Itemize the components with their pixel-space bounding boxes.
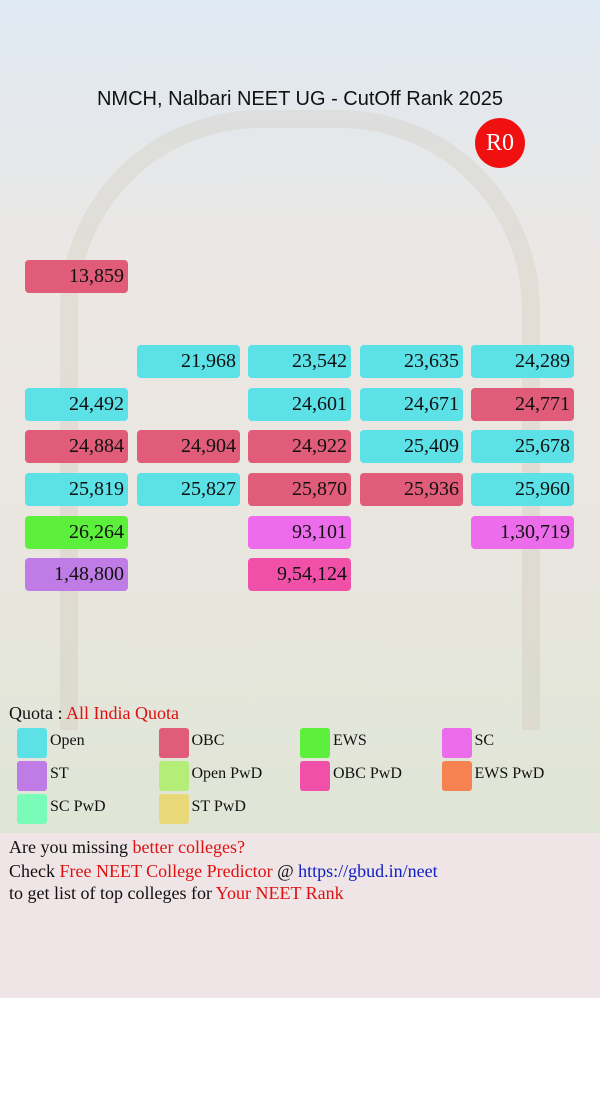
- rank-cell: 24,904: [137, 430, 240, 463]
- rank-cell: 25,936: [360, 473, 463, 506]
- legend-swatch: [17, 794, 47, 824]
- legend-swatch: [158, 794, 189, 824]
- highlight: better colleges?: [132, 837, 245, 857]
- link[interactable]: https://gbud.in/neet: [298, 861, 438, 881]
- legend-label: Open: [50, 732, 85, 749]
- legend-label: EWS: [333, 732, 367, 749]
- legend-swatch: [441, 761, 472, 791]
- rank-cell: 24,771: [471, 388, 574, 421]
- text: Are you missing: [9, 837, 133, 857]
- legend-swatch: [300, 761, 330, 791]
- rank-cell: 24,884: [25, 430, 128, 463]
- legend-swatch: [17, 728, 47, 758]
- legend-label: ST: [50, 765, 69, 782]
- legend-label: OBC: [191, 732, 225, 749]
- rank-cell: 23,542: [248, 345, 351, 378]
- legend-label: SC: [474, 732, 495, 749]
- rank-cell: 25,960: [471, 473, 574, 506]
- rank-cell: 25,819: [25, 473, 128, 506]
- text: Check: [9, 861, 60, 881]
- rank-cell: 24,671: [360, 388, 463, 421]
- legend-swatch: [300, 728, 330, 758]
- legend-label: Open PwD: [191, 765, 263, 782]
- legend-label: ST PwD: [191, 798, 246, 815]
- link[interactable]: Free NEET College Predictor: [59, 861, 273, 881]
- title: NMCH, Nalbari NEET UG - CutOff Rank 2025: [96, 88, 504, 110]
- rank-cell: 24,289: [471, 345, 574, 378]
- text: @: [272, 861, 299, 881]
- rank-cell: 24,922: [248, 430, 351, 463]
- rank-cell: 1,30,719: [471, 516, 574, 549]
- promo-line: Check Free NEET College Predictor @ http…: [9, 861, 438, 882]
- quota-value: All India Quota: [66, 703, 179, 723]
- rank-cell: 25,409: [360, 430, 463, 463]
- rank-cell: 23,635: [360, 345, 463, 378]
- rank-cell: 25,678: [471, 430, 574, 463]
- rank-cell: 9,54,124: [248, 558, 351, 591]
- rank-cell: 24,492: [25, 388, 128, 421]
- rank-cell: 25,870: [248, 473, 351, 506]
- legend-swatch: [158, 728, 189, 758]
- rank-cell: 26,264: [25, 516, 128, 549]
- quota-line: Quota : All India Quota: [9, 703, 179, 724]
- rank-cell: 1,48,800: [25, 558, 128, 591]
- legend-swatch: [441, 728, 472, 758]
- quota-label: Quota :: [9, 703, 66, 723]
- legend-label: OBC PwD: [333, 765, 402, 782]
- legend-label: EWS PwD: [474, 765, 545, 782]
- rank-cell: 24,601: [248, 388, 351, 421]
- promo-panel: [0, 833, 600, 998]
- promo-line: to get list of top colleges for Your NEE…: [9, 883, 344, 904]
- rank-cell: 21,968: [137, 345, 240, 378]
- legend-label: SC PwD: [50, 798, 106, 815]
- text: to get list of top colleges for: [9, 883, 216, 903]
- highlight: Your NEET Rank: [215, 883, 344, 903]
- rank-cell: 93,101: [248, 516, 351, 549]
- rank-cell: 25,827: [137, 473, 240, 506]
- promo-line: Are you missing better colleges?: [9, 837, 245, 858]
- round-badge: R0: [475, 118, 525, 168]
- legend-swatch: [17, 761, 47, 791]
- legend-swatch: [158, 761, 189, 791]
- rank-cell: 13,859: [25, 260, 128, 293]
